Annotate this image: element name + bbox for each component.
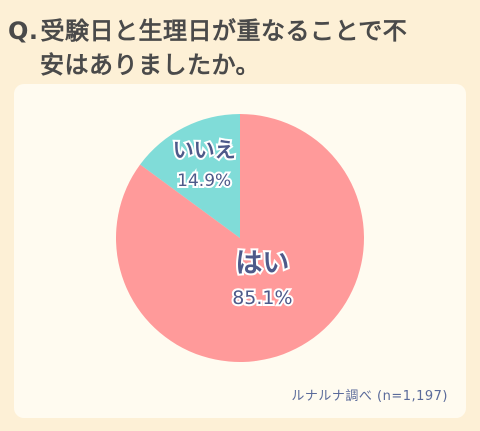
slice-category-label: いいえ [173,138,236,162]
question-line-2: 安はありましたか。 [40,51,261,79]
question-prefix: Q. [8,17,39,45]
chart-panel: はい 85.1% いいえ 14.9% ルナルナ調べ (n=1,197) [14,84,466,418]
pie-chart: はい 85.1% いいえ 14.9% [115,114,364,362]
slice-value-label: 85.1% [232,287,292,309]
pie-slice-yes [115,114,364,362]
slice-value-label: 14.9% [177,171,231,191]
slice-category-label: はい [235,248,289,279]
source-note: ルナルナ調べ (n=1,197) [291,389,448,404]
question-title: Q.受験日と生理日が重なることで不 安はありましたか。 [8,14,470,82]
pie-slice-no [140,114,240,238]
question-line-1: 受験日と生理日が重なることで不 [40,17,408,45]
